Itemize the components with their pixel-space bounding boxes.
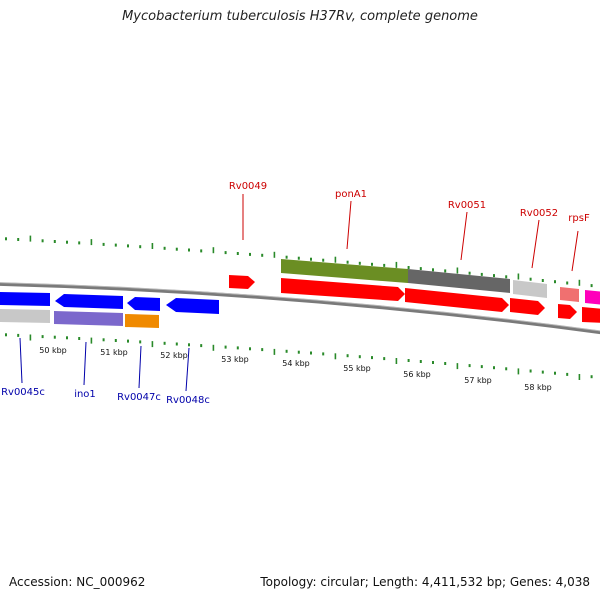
scale-label: 54 kbp: [282, 359, 310, 368]
gene-block[interactable]: [125, 314, 159, 328]
gene-block[interactable]: [0, 309, 50, 323]
gene-label-pona1[interactable]: ponA1: [335, 189, 367, 200]
gene-label-rv0048c[interactable]: Rv0048c: [166, 395, 210, 406]
upper-tick-marks: [5, 235, 593, 288]
gene-label-rv0047c[interactable]: Rv0047c: [117, 392, 161, 403]
gene-block[interactable]: [513, 280, 547, 298]
gene-block[interactable]: [55, 294, 123, 309]
genome-backbone: [0, 282, 600, 335]
gene-block[interactable]: [560, 287, 579, 302]
forward-gene-labels: Rv0049 ponA1 Rv0051 Rv0052 rpsF: [229, 181, 590, 224]
gene-label-rv0049[interactable]: Rv0049: [229, 181, 267, 192]
forward-strand-genes: [229, 259, 600, 323]
scale-label: 55 kbp: [343, 364, 371, 373]
scale-label: 53 kbp: [221, 355, 249, 364]
gene-block[interactable]: [54, 311, 123, 326]
reverse-label-leaders: [19, 337, 190, 392]
gene-block[interactable]: [166, 298, 219, 314]
gene-label-ino1[interactable]: ino1: [74, 389, 96, 400]
gene-block[interactable]: [281, 259, 408, 283]
scale-label: 50 kbp: [39, 346, 67, 355]
genome-summary-text: Topology: circular; Length: 4,411,532 bp…: [260, 575, 590, 589]
map-title: Mycobacterium tuberculosis H37Rv, comple…: [122, 9, 478, 24]
scale-label: 52 kbp: [160, 351, 188, 360]
lower-tick-marks: [5, 333, 593, 380]
gene-block[interactable]: [585, 290, 600, 305]
gene-block[interactable]: [510, 298, 545, 315]
gene-label-rpsf[interactable]: rpsF: [568, 213, 590, 224]
scale-labels: 50 kbp 51 kbp 52 kbp 53 kbp 54 kbp 55 kb…: [39, 346, 552, 392]
gene-label-rv0045c[interactable]: Rv0045c: [1, 387, 45, 398]
scale-label: 51 kbp: [100, 348, 128, 357]
gene-block[interactable]: [405, 288, 509, 312]
reverse-strand-genes: [0, 292, 219, 328]
gene-block[interactable]: [582, 307, 600, 323]
gene-label-rv0051[interactable]: Rv0051: [448, 200, 486, 211]
gene-block[interactable]: [281, 278, 405, 301]
scale-label: 56 kbp: [403, 370, 431, 379]
gene-block[interactable]: [558, 304, 577, 319]
accession-text: Accession: NC_000962: [9, 575, 146, 589]
scale-label: 58 kbp: [524, 383, 552, 392]
forward-label-leaders: [242, 194, 579, 272]
gene-label-rv0052[interactable]: Rv0052: [520, 208, 558, 219]
gene-block[interactable]: [229, 275, 255, 289]
scale-label: 57 kbp: [464, 376, 492, 385]
reverse-gene-labels: Rv0045c ino1 Rv0047c Rv0048c: [1, 387, 210, 406]
genome-backbone-highlight: [0, 282, 600, 332]
gene-block[interactable]: [127, 297, 160, 311]
gene-block[interactable]: [408, 269, 510, 293]
gene-block[interactable]: [0, 292, 50, 306]
